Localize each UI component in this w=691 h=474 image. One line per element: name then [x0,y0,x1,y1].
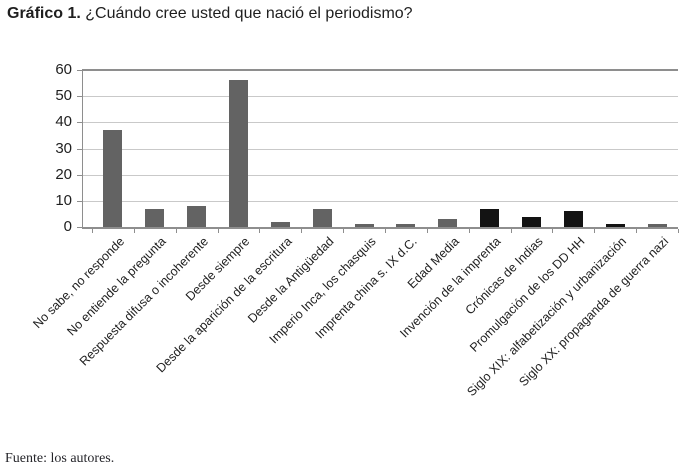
y-axis-line [82,70,83,227]
y-axis-tick-label: 40 [55,113,72,131]
gridline-60 [82,69,678,71]
y-axis-tick-label: 30 [55,139,72,157]
y-axis-tick-label: 0 [63,218,72,235]
bar-14 [648,224,667,227]
source-note: Fuente: los autores. [5,451,115,466]
x-axis-category-label: Crónicas de Indias [462,234,546,318]
bar-3 [187,206,206,227]
x-axis-category-label: Siglo XIX: alfabetización y urbanización [464,234,630,399]
gridline-40 [82,122,678,124]
bar-9 [438,219,457,227]
x-axis-tick [259,229,260,233]
y-axis-tick [77,227,82,228]
bar-1 [103,130,122,227]
y-axis-tick [77,174,82,176]
bar-2 [145,209,164,227]
y-axis-tick-label: 10 [55,191,72,209]
bar-13 [606,224,625,227]
x-axis-tick [636,229,637,233]
x-axis-tick [176,229,177,233]
x-axis-tick [594,229,595,233]
x-axis-tick [134,229,135,233]
y-axis-tick [77,122,82,124]
x-axis-tick [218,229,219,233]
bar-5 [271,222,290,227]
x-axis-tick [343,229,344,233]
y-axis-tick-label: 20 [55,165,72,183]
y-axis-tick [77,148,82,150]
y-axis-tick [77,200,82,202]
x-axis-tick [511,229,512,233]
gridline-20 [82,174,678,176]
gridline-10 [82,200,678,202]
chart-title-question: ¿Cuándo cree usted que nació el periodis… [80,5,413,22]
chart-title: Gráfico 1. ¿Cuándo cree usted que nació … [7,5,413,23]
chart-title-number: Gráfico 1. [7,5,81,22]
x-axis-tick [427,229,428,233]
x-axis-tick [385,229,386,233]
bar-12 [564,211,583,227]
x-axis-tick [678,229,679,233]
bar-8 [396,224,415,227]
y-axis-tick [77,70,82,71]
bar-7 [355,224,374,227]
x-axis-tick [469,229,470,233]
y-axis-tick-label: 50 [55,87,72,105]
bar-10 [480,209,499,227]
y-axis-tick-label: 60 [55,61,72,78]
x-axis-tick [552,229,553,233]
bar-6 [313,209,332,227]
x-axis-line [82,227,678,229]
y-axis-tick [77,96,82,98]
gridline-50 [82,96,678,98]
x-axis-tick [301,229,302,233]
bar-11 [522,217,541,227]
x-axis-tick [92,229,93,233]
bar-4 [229,80,248,227]
gridline-30 [82,148,678,150]
